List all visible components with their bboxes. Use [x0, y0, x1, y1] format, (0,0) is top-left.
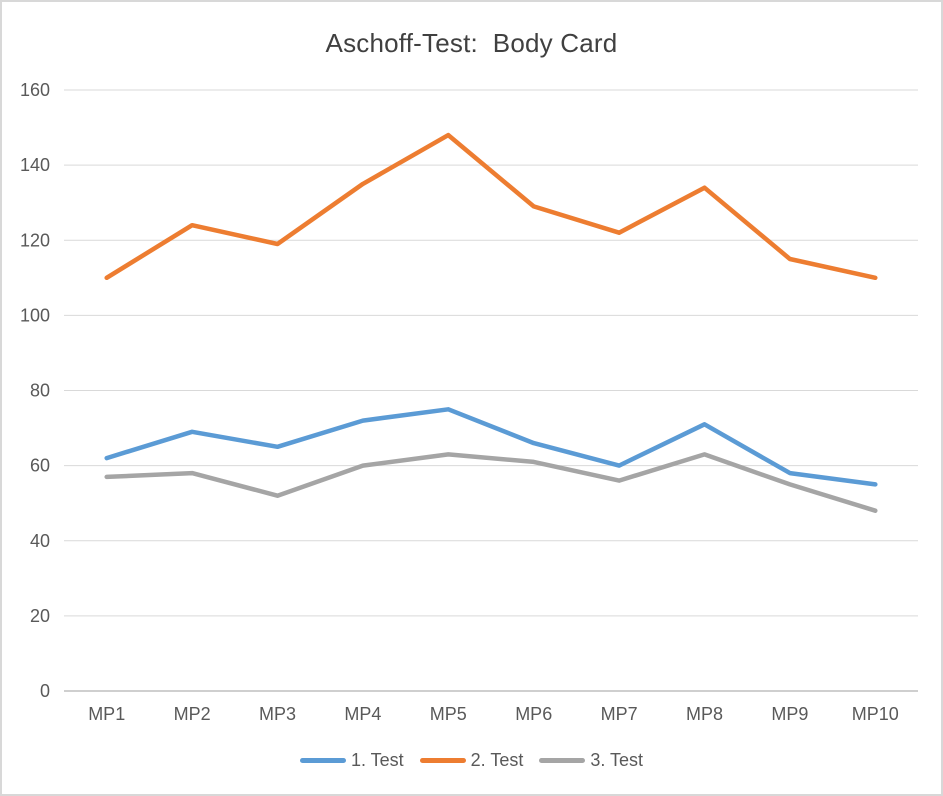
y-tick-label: 140	[20, 155, 50, 175]
y-tick-label: 0	[40, 681, 50, 701]
y-tick-label: 160	[20, 80, 50, 100]
y-tick-label: 20	[30, 606, 50, 626]
chart-title: Aschoff-Test: Body Card	[325, 28, 618, 58]
x-tick-label: MP8	[686, 704, 723, 724]
y-tick-label: 60	[30, 456, 50, 476]
y-tick-label: 40	[30, 531, 50, 551]
legend-label: 1. Test	[350, 750, 404, 770]
y-tick-label: 80	[30, 381, 50, 401]
legend-swatch	[539, 758, 586, 763]
legend-label: 2. Test	[470, 750, 524, 770]
x-tick-label: MP4	[344, 704, 381, 724]
legend-item-2-test: 2. Test	[419, 750, 524, 771]
x-tick-label: MP1	[88, 704, 125, 724]
x-tick-label: MP9	[771, 704, 808, 724]
y-gridlines	[64, 89, 918, 692]
x-tick-label: MP2	[174, 704, 211, 724]
x-tick-label: MP6	[515, 704, 552, 724]
legend-item-3-test: 3. Test	[539, 750, 643, 771]
y-axis-labels: 0 20 40 60 80 100 120 140 160	[20, 80, 50, 701]
series-line-1-test	[104, 407, 878, 487]
y-tick-label: 100	[20, 305, 50, 325]
x-tick-label: MP5	[430, 704, 467, 724]
series-line-2-test	[104, 132, 878, 281]
series-line-3-test	[104, 452, 878, 513]
x-axis-labels: MP1 MP2 MP3 MP4 MP5 MP6 MP7 MP8 MP9 MP10	[88, 704, 899, 724]
x-tick-label: MP3	[259, 704, 296, 724]
x-tick-label: MP10	[852, 704, 899, 724]
legend-item-1-test: 1. Test	[299, 750, 404, 771]
x-tick-label: MP7	[601, 704, 638, 724]
legend-swatch	[299, 758, 346, 763]
legend-swatch	[419, 758, 466, 763]
chart-legend: 1. Test 2. Test 3. Test	[2, 750, 941, 771]
legend-label: 3. Test	[590, 750, 644, 770]
y-tick-label: 120	[20, 230, 50, 250]
